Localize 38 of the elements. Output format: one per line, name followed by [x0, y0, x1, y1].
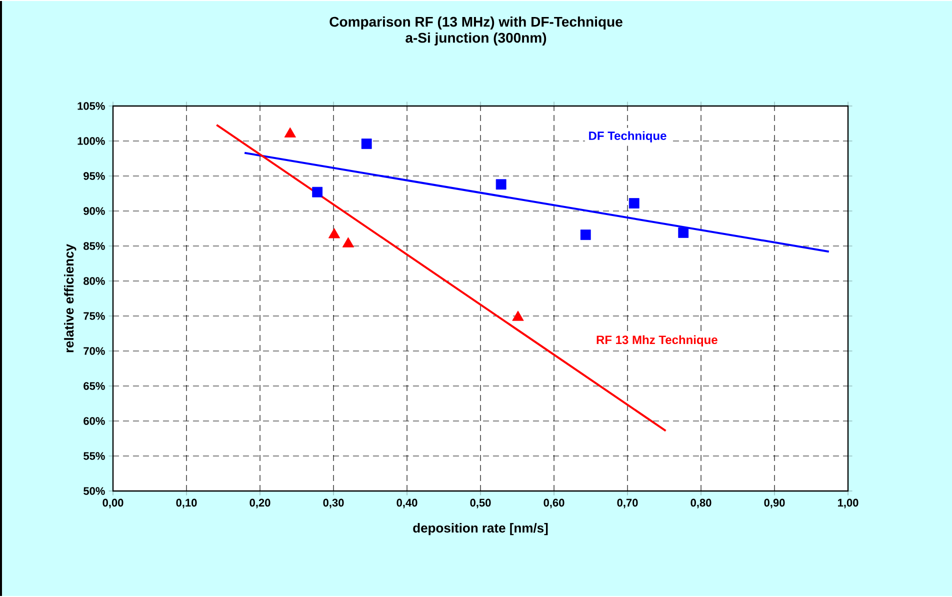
y-tick-label: 105%	[78, 102, 105, 110]
chart-title: Comparison RF (13 MHz) with DF-Technique	[330, 16, 622, 30]
x-tick-label: 0,00	[102, 498, 124, 508]
x-tick-label: 0,70	[617, 498, 638, 508]
point	[678, 228, 689, 238]
x-tick-label: 0,90	[764, 498, 785, 508]
y-tick-label: 50%	[84, 487, 105, 495]
x-tick-label: 0,30	[323, 498, 344, 508]
x-tick-label: 0,50	[470, 498, 491, 508]
x-tick-label: 0,60	[544, 498, 564, 508]
point	[496, 179, 506, 190]
x-tick-label: 1,00	[838, 498, 858, 508]
x-tick-label: 0,10	[176, 498, 197, 508]
point	[361, 138, 372, 149]
y-tick-label: 85%	[84, 242, 105, 250]
y-tick-label: 100%	[78, 137, 105, 145]
chart-subtitle: a-Si junction (300nm)	[406, 32, 546, 46]
y-tick-label: 55%	[84, 452, 105, 460]
y-tick-label: 90%	[84, 207, 105, 215]
x-tick-label: 0,40	[396, 498, 418, 508]
text: DF Technique	[589, 131, 666, 142]
text: RF 13 Mhz Technique	[596, 335, 718, 346]
x-tick-label: 0,80	[690, 498, 712, 508]
y-axis-title: relative efficiency	[64, 244, 76, 352]
y-tick-label: 80%	[84, 277, 105, 285]
point	[512, 310, 524, 321]
point	[342, 237, 354, 248]
y-tick-label: 75%	[84, 312, 105, 320]
y-tick-label: 95%	[84, 172, 105, 180]
y-tick-label: 65%	[84, 382, 105, 390]
point	[312, 186, 323, 198]
y-tick-label: 70%	[84, 347, 105, 355]
point	[628, 198, 640, 208]
point	[328, 228, 340, 238]
x-tick-label: 0,20	[250, 498, 270, 508]
y-tick-label: 60%	[84, 417, 105, 425]
point	[580, 230, 591, 240]
x-axis-title: deposition rate [nm/s]	[413, 523, 548, 536]
